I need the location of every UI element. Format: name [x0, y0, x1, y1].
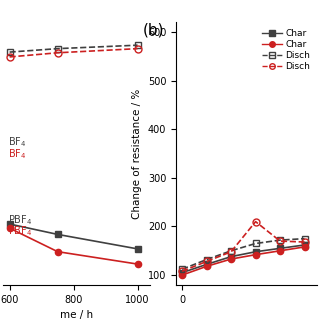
X-axis label: me / h: me / h	[60, 310, 93, 320]
Y-axis label: Change of resistance / %: Change of resistance / %	[132, 88, 142, 219]
Text: (b): (b)	[143, 22, 164, 37]
Text: $\mathregular{PBF_4}$: $\mathregular{PBF_4}$	[8, 224, 32, 238]
Text: $\mathregular{BF_4}$: $\mathregular{BF_4}$	[8, 147, 26, 161]
Legend: Char, Char, Disch, Disch: Char, Char, Disch, Disch	[260, 27, 312, 73]
Text: $\mathregular{PBF_4}$: $\mathregular{PBF_4}$	[8, 214, 32, 228]
Text: $\mathregular{BF_4}$: $\mathregular{BF_4}$	[8, 135, 26, 149]
